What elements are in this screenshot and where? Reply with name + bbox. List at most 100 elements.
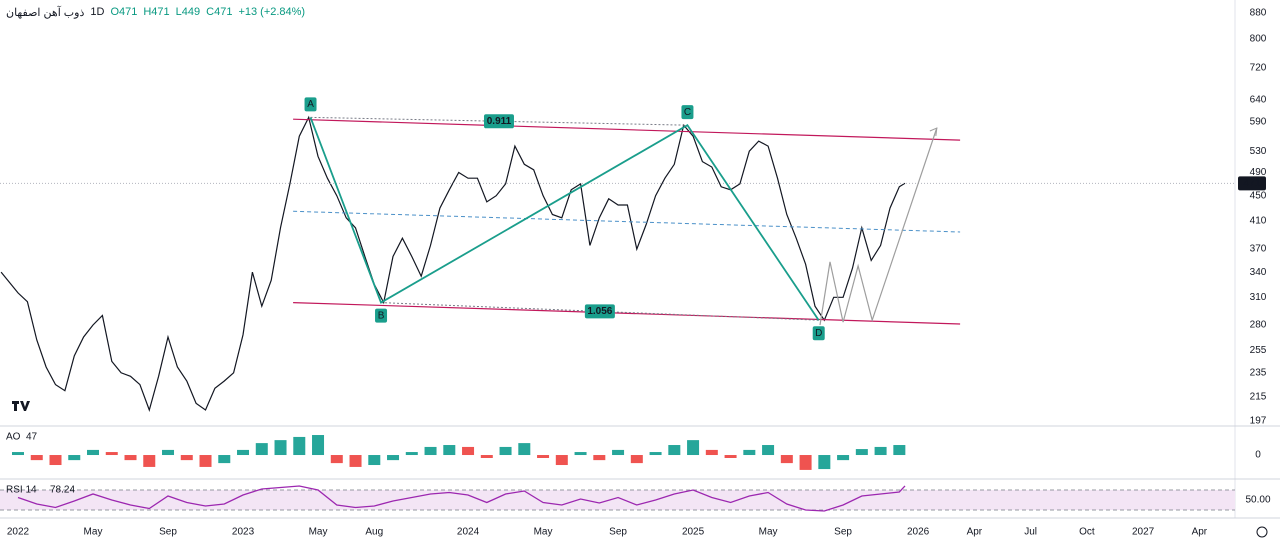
ratio-box <box>584 304 615 319</box>
y-tick-label: 590 <box>1250 117 1267 128</box>
projection-line <box>819 127 938 326</box>
y-tick-label: 410 <box>1250 216 1267 227</box>
y-tick-label: 490 <box>1250 167 1267 178</box>
ao-bar <box>405 452 418 456</box>
ao-bar <box>218 455 231 464</box>
x-tick-label: Aug <box>365 527 383 538</box>
x-tick-label: 2025 <box>682 527 705 538</box>
y-tick-label: 215 <box>1250 392 1267 403</box>
open: O471 <box>110 6 138 18</box>
pattern-point-box <box>681 105 694 120</box>
change: +13 (+2.84%) <box>238 6 306 18</box>
ao-bar <box>499 446 512 456</box>
ao-bar <box>30 455 43 461</box>
x-tick-label: Sep <box>609 527 627 538</box>
ao-bar <box>555 455 568 466</box>
ao-bar <box>105 452 118 456</box>
ao-bar <box>368 455 381 466</box>
ao-bar <box>162 449 175 456</box>
ao-bar <box>537 455 550 458</box>
indicator-value: 78.24 <box>50 485 75 496</box>
legend-header: ذوب آهن اصفهان 1D O471 H471 L449 C471 +1… <box>6 6 305 19</box>
ao-bar <box>762 445 775 456</box>
x-tick-label: Oct <box>1079 527 1095 538</box>
x-tick-label: Apr <box>967 527 983 538</box>
ratio-label: 1.056 <box>587 306 612 317</box>
y-tick-label: 50.00 <box>1245 495 1270 506</box>
x-tick-label: Jul <box>1024 527 1037 538</box>
ao-bar <box>349 455 362 467</box>
ao-bar <box>237 449 250 456</box>
x-tick-label: May <box>759 527 778 538</box>
ao-bar <box>874 446 887 456</box>
channel-upper <box>293 118 961 141</box>
ao-bar <box>443 445 456 456</box>
ao-bar <box>649 452 662 456</box>
last-price-label: 471 <box>1244 178 1261 189</box>
ratio-box <box>483 114 514 129</box>
ao-bar <box>462 446 475 456</box>
x-tick-label: May <box>84 527 103 538</box>
x-tick-label: 2022 <box>7 527 30 538</box>
y-tick-label: 0 <box>1255 450 1261 461</box>
x-tick-label: 2023 <box>232 527 255 538</box>
pattern-point-box <box>375 308 388 323</box>
ao-bar <box>518 443 531 456</box>
y-tick-label: 310 <box>1250 292 1267 303</box>
ao-bar <box>799 455 812 470</box>
interval: 1D <box>90 6 105 18</box>
ao-bar <box>612 449 625 456</box>
ao-bar <box>668 445 681 456</box>
settings-icon[interactable] <box>1256 526 1268 538</box>
y-tick-label: 340 <box>1250 267 1267 278</box>
ao-bar <box>855 449 868 456</box>
ao-bar <box>424 446 437 456</box>
ao-bar <box>87 449 100 456</box>
ao-bar <box>274 440 287 456</box>
ao-bar <box>687 440 700 456</box>
ratio-line <box>381 302 819 321</box>
x-tick-label: 2024 <box>457 527 480 538</box>
x-tick-label: May <box>309 527 328 538</box>
ao-bar <box>574 452 587 456</box>
last-price-box <box>1238 176 1266 191</box>
pattern-point-box <box>812 326 825 341</box>
ao-bar <box>49 455 62 466</box>
indicator-title: AO <box>6 432 21 443</box>
ao-bar <box>255 443 268 456</box>
ao-bar <box>837 455 850 461</box>
y-tick-label: 450 <box>1250 190 1267 201</box>
x-tick-label: May <box>534 527 553 538</box>
x-tick-label: Apr <box>1192 527 1208 538</box>
pattern-point-label: D <box>815 328 822 339</box>
y-tick-label: 235 <box>1250 367 1267 378</box>
ratio-label: 0.911 <box>487 116 512 127</box>
ao-bar <box>893 445 906 456</box>
ao-bar <box>180 455 193 461</box>
pattern-point-box <box>304 97 317 112</box>
x-tick-label: 2027 <box>1132 527 1155 538</box>
channel-middle <box>293 210 961 233</box>
ao-bar <box>818 455 831 470</box>
x-tick-label: 2026 <box>907 527 930 538</box>
pattern-point-label: B <box>378 310 385 321</box>
projection-arrow <box>929 127 938 137</box>
indicator-title: RSI 14 <box>6 485 37 496</box>
y-tick-label: 370 <box>1250 244 1267 255</box>
ao-bar <box>12 452 25 456</box>
y-tick-label: 255 <box>1250 345 1267 356</box>
ao-bar <box>630 455 643 464</box>
ao-bar <box>780 455 793 464</box>
tv-logo <box>9 397 31 415</box>
y-tick-label: 197 <box>1250 415 1267 426</box>
ao-bar <box>593 455 606 461</box>
x-tick-label: Sep <box>159 527 177 538</box>
ao-bar <box>199 455 212 467</box>
ao-bar <box>293 436 306 456</box>
ao-bar <box>724 455 737 458</box>
ao-bar <box>124 455 137 461</box>
pattern-point-label: A <box>307 99 314 110</box>
